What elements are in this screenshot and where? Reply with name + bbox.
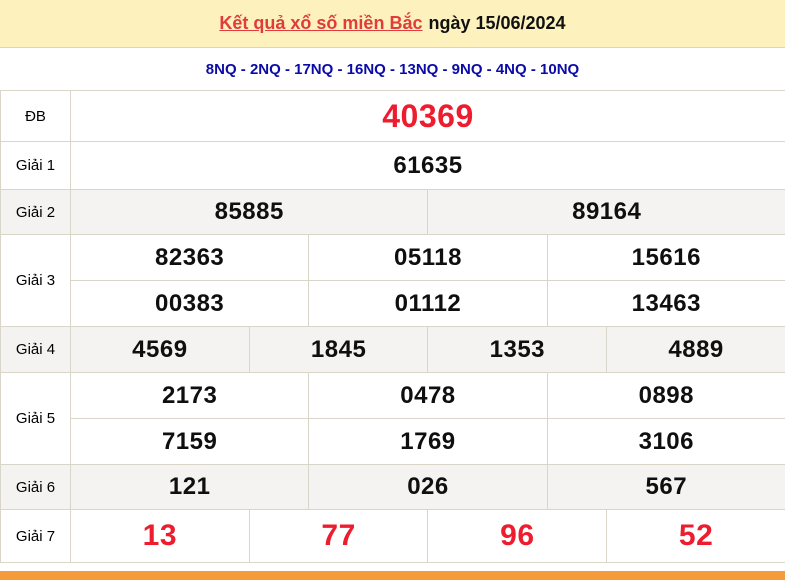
station-codes: 8NQ - 2NQ - 17NQ - 16NQ - 13NQ - 9NQ - 4… xyxy=(0,48,785,90)
row-g6: Giải 6 121 026 567 xyxy=(0,464,785,510)
results-date: ngày 15/06/2024 xyxy=(428,13,566,33)
g1-label: Giải 1 xyxy=(0,141,71,190)
g5-value-3: 0898 xyxy=(546,372,785,419)
row-g1: Giải 1 61635 xyxy=(0,141,785,190)
g3-value-4: 00383 xyxy=(69,280,310,327)
row-g7: Giải 7 13 77 96 52 xyxy=(0,509,785,563)
g3-value-5: 01112 xyxy=(308,280,548,327)
g5-value-2: 0478 xyxy=(308,372,548,419)
g3-label: Giải 3 xyxy=(0,234,71,327)
row-g3-1: Giải 3 82363 05118 15616 xyxy=(0,234,785,327)
bottom-orange-bar xyxy=(0,571,785,580)
results-title-link[interactable]: Kết quả xổ số miền Bắc xyxy=(219,13,423,33)
row-g5-1: Giải 5 2173 0478 0898 xyxy=(0,372,785,465)
g6-value-1: 121 xyxy=(69,464,310,510)
row-g4: Giải 4 4569 1845 1353 4889 xyxy=(0,326,785,373)
g6-value-3: 567 xyxy=(546,464,785,510)
g2-label: Giải 2 xyxy=(0,189,71,235)
g2-value-1: 85885 xyxy=(69,189,429,235)
g7-label: Giải 7 xyxy=(0,509,71,563)
g4-value-4: 4889 xyxy=(606,326,785,373)
g5-value-5: 1769 xyxy=(308,418,548,465)
g5-value-4: 7159 xyxy=(69,418,310,465)
g6-value-2: 026 xyxy=(308,464,548,510)
g3-value-1: 82363 xyxy=(69,234,310,281)
g3-value-6: 13463 xyxy=(546,280,785,327)
g6-label: Giải 6 xyxy=(0,464,71,510)
g4-value-2: 1845 xyxy=(248,326,429,373)
row-db: ĐB 40369 xyxy=(0,90,785,142)
g2-value-2: 89164 xyxy=(427,189,785,235)
g7-value-3: 96 xyxy=(427,509,608,563)
row-g3-2: 00383 01112 13463 xyxy=(1,280,785,327)
g5-label: Giải 5 xyxy=(0,372,71,465)
results-table: ĐB 40369 Giải 1 61635 Giải 2 85885 89164… xyxy=(0,90,785,563)
results-header: Kết quả xổ số miền Bắc ngày 15/06/2024 xyxy=(0,0,785,48)
g5-value-6: 3106 xyxy=(546,418,785,465)
g4-label: Giải 4 xyxy=(0,326,71,373)
g3-value-3: 15616 xyxy=(546,234,785,281)
g7-value-1: 13 xyxy=(70,509,250,563)
db-label: ĐB xyxy=(0,90,71,142)
g7-value-2: 77 xyxy=(248,509,429,563)
g4-value-1: 4569 xyxy=(70,326,250,373)
g1-value: 61635 xyxy=(70,141,785,190)
row-g2: Giải 2 85885 89164 xyxy=(0,189,785,235)
g4-value-3: 1353 xyxy=(427,326,608,373)
g5-value-1: 2173 xyxy=(69,372,310,419)
row-g5-2: 7159 1769 3106 xyxy=(1,418,785,465)
g3-value-2: 05118 xyxy=(308,234,548,281)
db-value: 40369 xyxy=(70,90,785,142)
g7-value-4: 52 xyxy=(606,509,785,563)
